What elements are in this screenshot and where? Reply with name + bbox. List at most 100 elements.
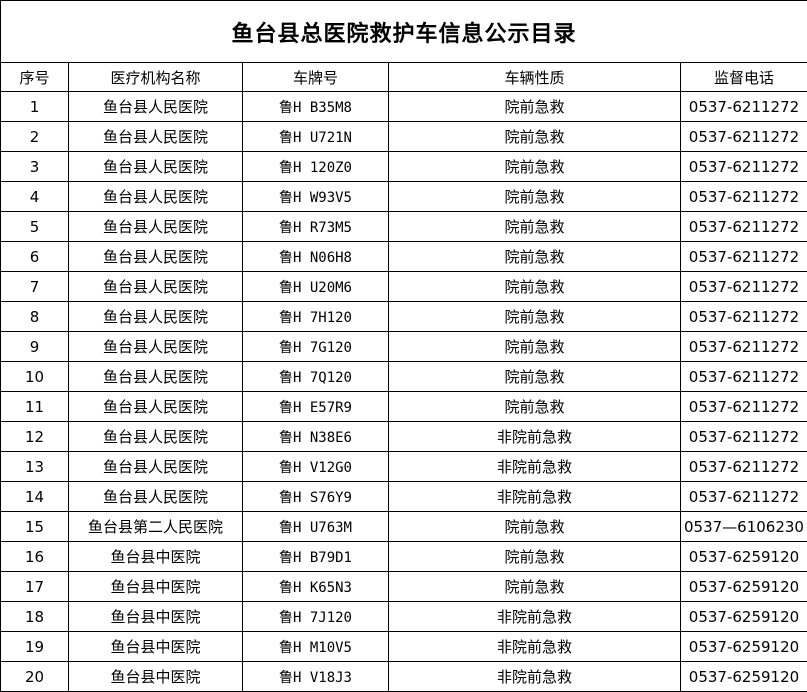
cell-plate[interactable]: 鲁H N38E6 — [242, 421, 389, 452]
cell-plate[interactable]: 鲁H V12G0 — [242, 451, 389, 482]
cell-plate[interactable]: 鲁H E57R9 — [242, 391, 389, 422]
cell-plate[interactable]: 鲁H B35M8 — [242, 91, 389, 122]
cell-institution[interactable]: 鱼台县人民医院 — [68, 121, 243, 152]
table-title[interactable]: 鱼台县总医院救护车信息公示目录 — [0, 0, 807, 63]
cell-vehicle-type[interactable]: 院前急救 — [388, 571, 681, 602]
cell-index[interactable]: 10 — [0, 361, 69, 392]
cell-institution[interactable]: 鱼台县人民医院 — [68, 391, 243, 422]
cell-vehicle-type[interactable]: 非院前急救 — [388, 601, 681, 632]
cell-institution[interactable]: 鱼台县人民医院 — [68, 181, 243, 212]
cell-plate[interactable]: 鲁H 7H120 — [242, 301, 389, 332]
cell-plate[interactable]: 鲁H U20M6 — [242, 271, 389, 302]
cell-plate[interactable]: 鲁H N06H8 — [242, 241, 389, 272]
cell-phone[interactable]: 0537-6211272 — [680, 271, 807, 302]
cell-vehicle-type[interactable]: 院前急救 — [388, 391, 681, 422]
cell-phone[interactable]: 0537-6259120 — [680, 541, 807, 572]
cell-institution[interactable]: 鱼台县人民医院 — [68, 421, 243, 452]
cell-phone[interactable]: 0537-6259120 — [680, 631, 807, 662]
cell-plate[interactable]: 鲁H S76Y9 — [242, 481, 389, 512]
cell-vehicle-type[interactable]: 非院前急救 — [388, 631, 681, 662]
cell-institution[interactable]: 鱼台县人民医院 — [68, 211, 243, 242]
cell-phone[interactable]: 0537-6211272 — [680, 241, 807, 272]
cell-vehicle-type[interactable]: 院前急救 — [388, 331, 681, 362]
cell-index[interactable]: 6 — [0, 241, 69, 272]
cell-vehicle-type[interactable]: 院前急救 — [388, 301, 681, 332]
cell-phone[interactable]: 0537-6211272 — [680, 421, 807, 452]
cell-institution[interactable]: 鱼台县中医院 — [68, 661, 243, 692]
cell-phone[interactable]: 0537-6211272 — [680, 91, 807, 122]
cell-index[interactable]: 11 — [0, 391, 69, 422]
cell-institution[interactable]: 鱼台县人民医院 — [68, 91, 243, 122]
cell-institution[interactable]: 鱼台县中医院 — [68, 541, 243, 572]
header-phone[interactable]: 监督电话 — [680, 62, 807, 92]
cell-phone[interactable]: 0537-6211272 — [680, 121, 807, 152]
cell-vehicle-type[interactable]: 非院前急救 — [388, 421, 681, 452]
cell-phone[interactable]: 0537-6259120 — [680, 601, 807, 632]
cell-vehicle-type[interactable]: 院前急救 — [388, 361, 681, 392]
cell-vehicle-type[interactable]: 院前急救 — [388, 511, 681, 542]
cell-phone[interactable]: 0537-6211272 — [680, 331, 807, 362]
cell-vehicle-type[interactable]: 非院前急救 — [388, 481, 681, 512]
cell-vehicle-type[interactable]: 院前急救 — [388, 241, 681, 272]
cell-institution[interactable]: 鱼台县中医院 — [68, 571, 243, 602]
cell-phone[interactable]: 0537-6211272 — [680, 361, 807, 392]
cell-plate[interactable]: 鲁H M10V5 — [242, 631, 389, 662]
cell-plate[interactable]: 鲁H 7G120 — [242, 331, 389, 362]
cell-index[interactable]: 7 — [0, 271, 69, 302]
cell-index[interactable]: 8 — [0, 301, 69, 332]
cell-vehicle-type[interactable]: 院前急救 — [388, 181, 681, 212]
cell-institution[interactable]: 鱼台县人民医院 — [68, 451, 243, 482]
cell-vehicle-type[interactable]: 院前急救 — [388, 541, 681, 572]
cell-index[interactable]: 4 — [0, 181, 69, 212]
cell-vehicle-type[interactable]: 院前急救 — [388, 271, 681, 302]
cell-vehicle-type[interactable]: 非院前急救 — [388, 661, 681, 692]
cell-index[interactable]: 17 — [0, 571, 69, 602]
cell-index[interactable]: 9 — [0, 331, 69, 362]
cell-index[interactable]: 13 — [0, 451, 69, 482]
cell-index[interactable]: 16 — [0, 541, 69, 572]
cell-phone[interactable]: 0537-6211272 — [680, 301, 807, 332]
cell-phone[interactable]: 0537-6259120 — [680, 661, 807, 692]
cell-phone[interactable]: 0537-6211272 — [680, 391, 807, 422]
cell-plate[interactable]: 鲁H U721N — [242, 121, 389, 152]
cell-phone[interactable]: 0537-6211272 — [680, 151, 807, 182]
cell-phone[interactable]: 0537—6106230 — [680, 511, 807, 542]
cell-plate[interactable]: 鲁H 7Q120 — [242, 361, 389, 392]
cell-index[interactable]: 3 — [0, 151, 69, 182]
cell-vehicle-type[interactable]: 院前急救 — [388, 151, 681, 182]
cell-institution[interactable]: 鱼台县人民医院 — [68, 151, 243, 182]
cell-plate[interactable]: 鲁H K65N3 — [242, 571, 389, 602]
cell-index[interactable]: 18 — [0, 601, 69, 632]
cell-phone[interactable]: 0537-6211272 — [680, 451, 807, 482]
cell-index[interactable]: 5 — [0, 211, 69, 242]
cell-institution[interactable]: 鱼台县第二人民医院 — [68, 511, 243, 542]
cell-institution[interactable]: 鱼台县中医院 — [68, 631, 243, 662]
cell-plate[interactable]: 鲁H V18J3 — [242, 661, 389, 692]
cell-institution[interactable]: 鱼台县人民医院 — [68, 481, 243, 512]
cell-plate[interactable]: 鲁H 120Z0 — [242, 151, 389, 182]
cell-vehicle-type[interactable]: 非院前急救 — [388, 451, 681, 482]
cell-institution[interactable]: 鱼台县人民医院 — [68, 331, 243, 362]
cell-phone[interactable]: 0537-6211272 — [680, 211, 807, 242]
cell-institution[interactable]: 鱼台县人民医院 — [68, 271, 243, 302]
cell-vehicle-type[interactable]: 院前急救 — [388, 211, 681, 242]
cell-institution[interactable]: 鱼台县人民医院 — [68, 241, 243, 272]
cell-plate[interactable]: 鲁H U763M — [242, 511, 389, 542]
cell-institution[interactable]: 鱼台县人民医院 — [68, 361, 243, 392]
cell-index[interactable]: 20 — [0, 661, 69, 692]
cell-phone[interactable]: 0537-6211272 — [680, 181, 807, 212]
header-vehicle-type[interactable]: 车辆性质 — [388, 62, 681, 92]
cell-vehicle-type[interactable]: 院前急救 — [388, 121, 681, 152]
cell-index[interactable]: 19 — [0, 631, 69, 662]
cell-institution[interactable]: 鱼台县中医院 — [68, 601, 243, 632]
cell-index[interactable]: 1 — [0, 91, 69, 122]
cell-vehicle-type[interactable]: 院前急救 — [388, 91, 681, 122]
cell-phone[interactable]: 0537-6259120 — [680, 571, 807, 602]
cell-phone[interactable]: 0537-6211272 — [680, 481, 807, 512]
cell-index[interactable]: 15 — [0, 511, 69, 542]
cell-plate[interactable]: 鲁H W93V5 — [242, 181, 389, 212]
header-institution[interactable]: 医疗机构名称 — [68, 62, 243, 92]
cell-plate[interactable]: 鲁H B79D1 — [242, 541, 389, 572]
cell-plate[interactable]: 鲁H R73M5 — [242, 211, 389, 242]
cell-index[interactable]: 12 — [0, 421, 69, 452]
